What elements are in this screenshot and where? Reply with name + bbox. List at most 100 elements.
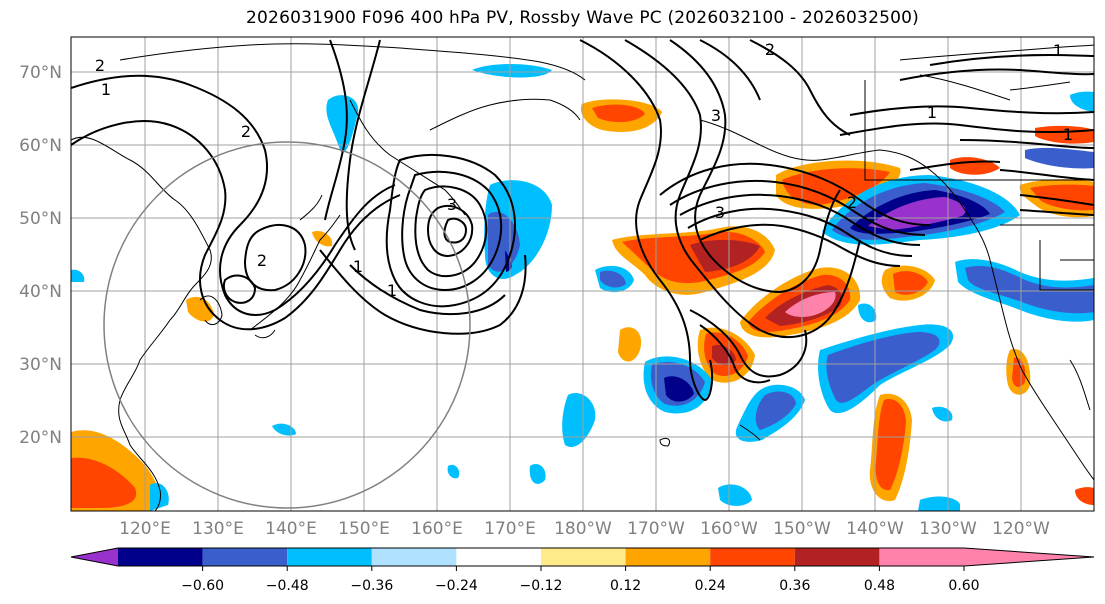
baja-coast xyxy=(1069,359,1091,411)
colorbar-swatch xyxy=(710,548,795,566)
anomaly-positive xyxy=(1012,357,1026,387)
lon-label: 160°W xyxy=(700,519,758,539)
na-west-coast xyxy=(989,259,1094,481)
anomaly-negative xyxy=(718,484,752,506)
anomaly-negative xyxy=(918,496,960,511)
lat-label: 40°N xyxy=(19,282,62,302)
contour-label: 2 xyxy=(765,40,775,59)
lon-label: 180°W xyxy=(554,519,612,539)
colorbar-tick-label: 0.60 xyxy=(948,578,979,594)
siberia-coast xyxy=(119,43,586,81)
hawaii-coast xyxy=(659,437,671,447)
pv-contour xyxy=(624,39,861,339)
lon-label: 140°E xyxy=(265,519,317,539)
pv-contour xyxy=(929,53,1094,66)
anomaly-positive xyxy=(782,168,890,205)
anomaly-positive xyxy=(712,344,736,366)
contour-label: 1 xyxy=(101,80,111,99)
colorbar-swatch xyxy=(202,548,288,566)
colorbar-swatch xyxy=(371,548,457,566)
pv-contour xyxy=(385,154,516,308)
pv-contour xyxy=(669,39,841,294)
contour-label: 1 xyxy=(927,103,937,122)
pv-contour xyxy=(909,160,1001,171)
colorbar-extend-min xyxy=(71,548,118,566)
pv-contour xyxy=(699,324,771,384)
lon-label: 120°W xyxy=(992,519,1050,539)
anomaly-positive xyxy=(186,296,214,322)
pv-contour xyxy=(401,170,503,292)
pv-contour xyxy=(999,169,1094,181)
pv-contour xyxy=(687,207,913,257)
anomaly-positive xyxy=(312,230,333,247)
colorbar-extend-max xyxy=(964,548,1094,566)
lon-label: 140°W xyxy=(846,519,904,539)
colorbar-swatch xyxy=(794,548,880,566)
pv-contour xyxy=(699,223,901,267)
colorbar-swatch xyxy=(541,548,626,566)
anomaly-negative xyxy=(529,463,546,484)
contour-label: 1 xyxy=(1053,41,1063,60)
anomaly-positive xyxy=(785,292,836,317)
sakhalin-coast xyxy=(299,194,323,221)
japan-kyushu xyxy=(254,329,276,339)
anomaly-positive xyxy=(893,271,928,295)
pv-contour xyxy=(579,39,714,402)
arctic-islands xyxy=(919,74,1011,101)
pv-contour xyxy=(414,185,488,278)
anomaly-negative xyxy=(150,482,169,511)
colorbar-swatch xyxy=(118,548,203,566)
anomaly-negative xyxy=(562,392,596,448)
map-title: 2026031900 F096 400 hPa PV, Rossby Wave … xyxy=(246,8,919,28)
lat-axis: 70°N 60°N 50°N 40°N 30°N 20°N xyxy=(19,63,62,448)
anomaly-positive xyxy=(592,104,645,123)
map-content: 2 1 2 3 1 3 2 1 2 1 1 3 2 1 xyxy=(71,37,1094,511)
anomaly-positive xyxy=(875,399,906,491)
anomaly-negative xyxy=(868,197,966,230)
pv-contour xyxy=(324,39,348,221)
lat-label: 60°N xyxy=(19,136,62,156)
radius-circle xyxy=(103,141,471,509)
pv-contour xyxy=(1019,209,1094,216)
pv-contour xyxy=(669,179,926,236)
pv-contour xyxy=(959,139,1094,149)
colorbar-tick-label: 0.24 xyxy=(695,578,726,594)
island-coast xyxy=(739,424,761,441)
lon-label: 120°E xyxy=(119,519,171,539)
pv-contour xyxy=(1019,194,1094,206)
anomaly-negative xyxy=(664,376,694,402)
pv-contour xyxy=(345,39,381,251)
colorbar-tick-label: 0.12 xyxy=(610,578,641,594)
pv-contour xyxy=(443,217,468,244)
anomaly-positive xyxy=(1075,487,1094,505)
pv-contour xyxy=(71,74,396,316)
okhotsk-coast xyxy=(429,98,581,131)
pv-contour xyxy=(222,274,257,304)
anomaly-negative xyxy=(272,423,296,436)
asia-coast xyxy=(71,136,212,511)
pv-contour xyxy=(699,39,761,101)
contour-label: 2 xyxy=(95,56,105,75)
pv-contour xyxy=(749,39,851,136)
contour-label: 1 xyxy=(387,281,397,300)
state-border xyxy=(1039,240,1094,291)
contour-label: 2 xyxy=(257,251,267,270)
anomaly-negative xyxy=(1025,147,1094,169)
anomaly-negative xyxy=(600,270,626,288)
lon-axis: 120°E 130°E 140°E 150°E 160°E 170°E 180°… xyxy=(119,519,1050,539)
anomaly-negative xyxy=(488,211,520,272)
anomaly-negative xyxy=(71,269,85,282)
anomaly-negative xyxy=(858,303,877,323)
anomaly-negative xyxy=(932,406,953,422)
lon-label: 150°W xyxy=(773,519,831,539)
lon-label: 150°E xyxy=(338,519,390,539)
colorbar-tick-label: −0.36 xyxy=(350,578,393,594)
anomaly-negative xyxy=(447,464,460,479)
colorbar-tick-label: 0.48 xyxy=(864,578,895,594)
map-frame xyxy=(70,36,1095,512)
contour-label: 3 xyxy=(715,203,725,222)
colorbar-ticks xyxy=(202,566,965,571)
contour-label: 1 xyxy=(353,257,363,276)
anomaly-positive xyxy=(1030,184,1094,211)
lat-label: 50°N xyxy=(19,209,62,229)
